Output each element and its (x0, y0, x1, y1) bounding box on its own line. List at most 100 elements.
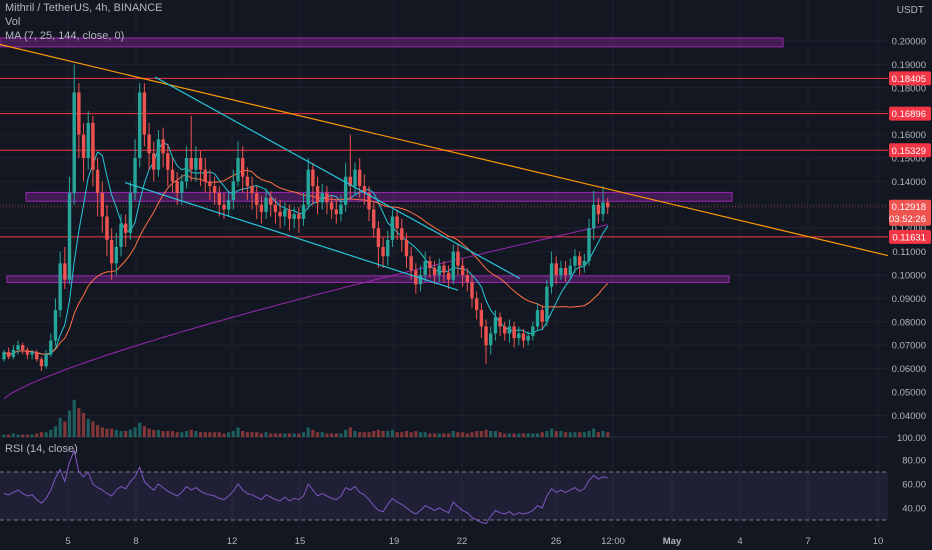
candle-body (245, 176, 250, 187)
volume-bar (259, 433, 263, 437)
candle-body (86, 122, 90, 158)
candle-body (301, 204, 306, 219)
volume-bar (344, 429, 348, 437)
volume-bar (461, 432, 465, 437)
volume-bar (128, 429, 132, 437)
volume-bar (479, 431, 483, 437)
price-axis-background (888, 0, 932, 550)
candle-body (105, 216, 109, 240)
volume-bar (596, 432, 600, 437)
volume-bar (213, 432, 217, 437)
candle-body (21, 345, 25, 350)
symbol-legend[interactable]: Mithril / TetherUS, 4h, BINANCE (5, 2, 163, 14)
price-tick-label: 0.09000 (892, 294, 926, 305)
volume-legend[interactable]: Vol (5, 16, 21, 28)
volume-bar (72, 399, 76, 437)
ma-legend[interactable]: MA (7, 25, 144, close, 0) (5, 30, 125, 42)
time-tick-label: 10 (873, 536, 884, 547)
trendline (0, 43, 889, 257)
volume-bar (334, 433, 338, 437)
time-tick-label: 12:00 (601, 536, 625, 547)
volume-bar (437, 433, 441, 437)
candle-body (203, 169, 207, 182)
candle-body (334, 209, 338, 215)
rsi-background (0, 472, 888, 520)
volume-bar (587, 431, 591, 437)
trendline (154, 76, 521, 280)
candle-body (549, 263, 554, 287)
candle-body (77, 92, 81, 135)
volume-bar (442, 433, 446, 437)
volume-bar (535, 433, 540, 437)
volume-bar (39, 432, 44, 437)
price-level-tag (889, 143, 931, 158)
volume-bar (414, 431, 418, 437)
volume-bar (81, 413, 86, 437)
volume-bar (540, 432, 544, 437)
candle-body (395, 216, 399, 229)
candle-body (161, 139, 165, 154)
volume-bar (320, 432, 324, 437)
candle-body (535, 310, 540, 327)
volume-bar (63, 421, 67, 437)
candle-body (198, 158, 203, 170)
volume-bar (44, 432, 48, 437)
candle-body (554, 263, 558, 275)
price-tick-label: 0.11000 (892, 247, 926, 258)
candle-body (587, 228, 591, 261)
volume-bar (601, 431, 605, 437)
price-tick-label: 0.06000 (892, 364, 926, 375)
trendlines[interactable] (0, 43, 889, 291)
volume-bar (110, 428, 114, 437)
candle-body (30, 352, 34, 355)
candle-body (67, 193, 72, 280)
ma25-line (3, 169, 609, 356)
current-price-tag (889, 199, 931, 226)
volume-bar (358, 432, 362, 437)
price-tick-label: 0.19000 (892, 60, 926, 71)
candle-body (128, 193, 133, 233)
candle-body (381, 246, 385, 257)
candle-body (432, 267, 437, 275)
volume-bar (161, 431, 165, 437)
volume-bar (400, 432, 404, 437)
time-tick-label: 7 (805, 536, 810, 547)
candle-body (503, 326, 507, 334)
time-tick-label: 8 (133, 536, 138, 547)
volume-bar (269, 433, 273, 437)
current-price-label: 0.12918 (892, 202, 926, 213)
candle-body (306, 169, 310, 205)
candle-body (456, 251, 460, 266)
volume-bar (362, 432, 366, 437)
volume-bar (25, 434, 29, 437)
price-level-tag (889, 106, 931, 121)
volume-bar (554, 431, 558, 437)
volume-bar (568, 432, 572, 437)
volume-bar (91, 421, 95, 437)
candle-body (212, 186, 217, 194)
candle-body (446, 272, 451, 280)
volume-bar (306, 427, 310, 437)
candle-body (325, 193, 329, 203)
candle-body (44, 354, 48, 367)
trendline (124, 181, 459, 291)
volume-bar (517, 433, 521, 437)
volume-bar (278, 433, 282, 437)
candle-body (311, 169, 315, 187)
candle-body (58, 263, 62, 311)
candle-body (545, 286, 549, 322)
candle-body (217, 193, 221, 205)
candle-body (287, 209, 292, 219)
candle-body (606, 202, 610, 208)
candle-body (320, 193, 324, 203)
volume-bar (189, 429, 193, 437)
rsi-legend[interactable]: RSI (14, close) (5, 443, 78, 455)
price-level-tag (889, 71, 931, 86)
ma7-line (3, 142, 609, 356)
volume-bar (325, 433, 329, 437)
candle-body (264, 197, 268, 212)
volume-bars (2, 399, 610, 437)
volume-bar (592, 428, 596, 437)
volume-bar (390, 429, 395, 437)
